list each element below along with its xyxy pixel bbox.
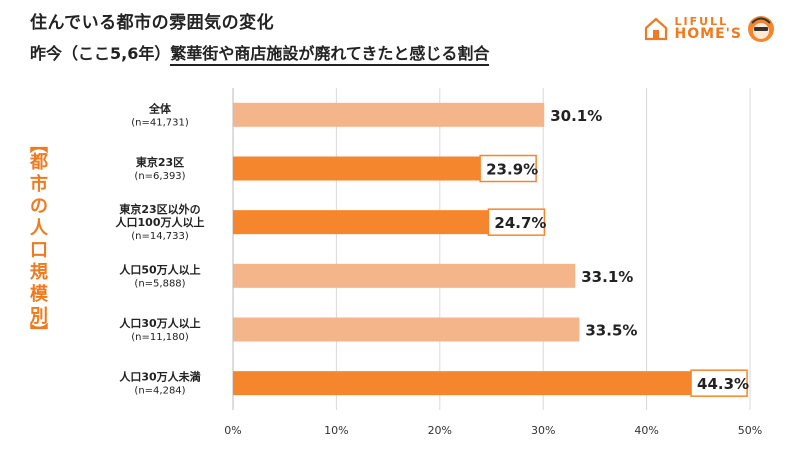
category-n-label: (n=14,733) xyxy=(131,231,189,242)
lifull-homes-logo: LIFULL HOME'S xyxy=(643,14,776,44)
value-label: 44.3% xyxy=(697,375,749,393)
category-n-label: (n=5,888) xyxy=(134,278,185,289)
side-label-char: 都 xyxy=(30,152,48,173)
category-n-label: (n=11,180) xyxy=(131,332,189,343)
value-box xyxy=(690,369,748,397)
value-label: 24.7% xyxy=(494,214,546,232)
x-tick-label: 30% xyxy=(531,424,555,437)
category-n-label: (n=41,731) xyxy=(131,117,189,128)
side-label-char: 規 xyxy=(30,262,48,283)
category-label: 人口30万人未満 xyxy=(119,370,200,384)
category-label: 人口100万人以上 xyxy=(116,215,205,229)
side-label: ︻ 都市の人口規模別 ︼ xyxy=(24,135,54,344)
x-tick-label: 10% xyxy=(324,424,348,437)
subtitle-highlight: 繁華街や商店施設が廃れてきたと感じる割合 xyxy=(170,44,490,66)
logo-line2: HOME'S xyxy=(674,26,742,43)
category-label: 人口50万人以上 xyxy=(119,262,200,276)
bar xyxy=(233,210,489,235)
side-label-char: 別 xyxy=(30,306,48,327)
value-box xyxy=(487,208,546,236)
value-box xyxy=(479,154,537,183)
value-label: 33.5% xyxy=(585,322,637,340)
house-icon xyxy=(644,17,667,41)
side-label-char: の xyxy=(30,196,48,217)
category-label: 全体 xyxy=(148,101,172,115)
page-title: 住んでいる都市の雰囲気の変化 xyxy=(30,13,275,33)
page-subtitle: 昨今（ここ5,6年）繁華街や商店施設が廃れてきたと感じる割合 xyxy=(30,40,490,66)
x-tick-label: 20% xyxy=(428,424,452,437)
value-label: 30.1% xyxy=(550,107,602,125)
mascot-icon xyxy=(748,16,774,42)
category-label: 人口30万人以上 xyxy=(119,316,200,330)
x-tick-label: 50% xyxy=(738,424,762,437)
bar xyxy=(233,263,576,288)
bar xyxy=(233,156,481,181)
x-tick-label: 0% xyxy=(224,424,241,437)
x-tick-label: 40% xyxy=(634,424,658,437)
bar xyxy=(233,317,580,342)
category-n-label: (n=6,393) xyxy=(134,171,185,182)
side-label-char: 口 xyxy=(30,240,48,261)
category-label: 東京23区以外の xyxy=(119,202,200,216)
subtitle-prefix: 昨今（ここ5,6年） xyxy=(30,44,171,63)
value-label: 23.9% xyxy=(486,161,538,179)
side-label-char: 模 xyxy=(30,284,48,305)
side-label-char: ︻ xyxy=(30,135,48,156)
logo-line1: LIFULL xyxy=(674,14,729,28)
value-label: 33.1% xyxy=(581,268,633,286)
bar xyxy=(233,102,545,127)
bar xyxy=(233,371,692,396)
category-n-label: (n=4,284) xyxy=(134,386,185,397)
side-label-char: 人 xyxy=(30,218,48,239)
side-label-char: 市 xyxy=(30,174,48,195)
side-label-char: ︼ xyxy=(30,323,48,344)
category-label: 東京23区 xyxy=(136,155,184,169)
